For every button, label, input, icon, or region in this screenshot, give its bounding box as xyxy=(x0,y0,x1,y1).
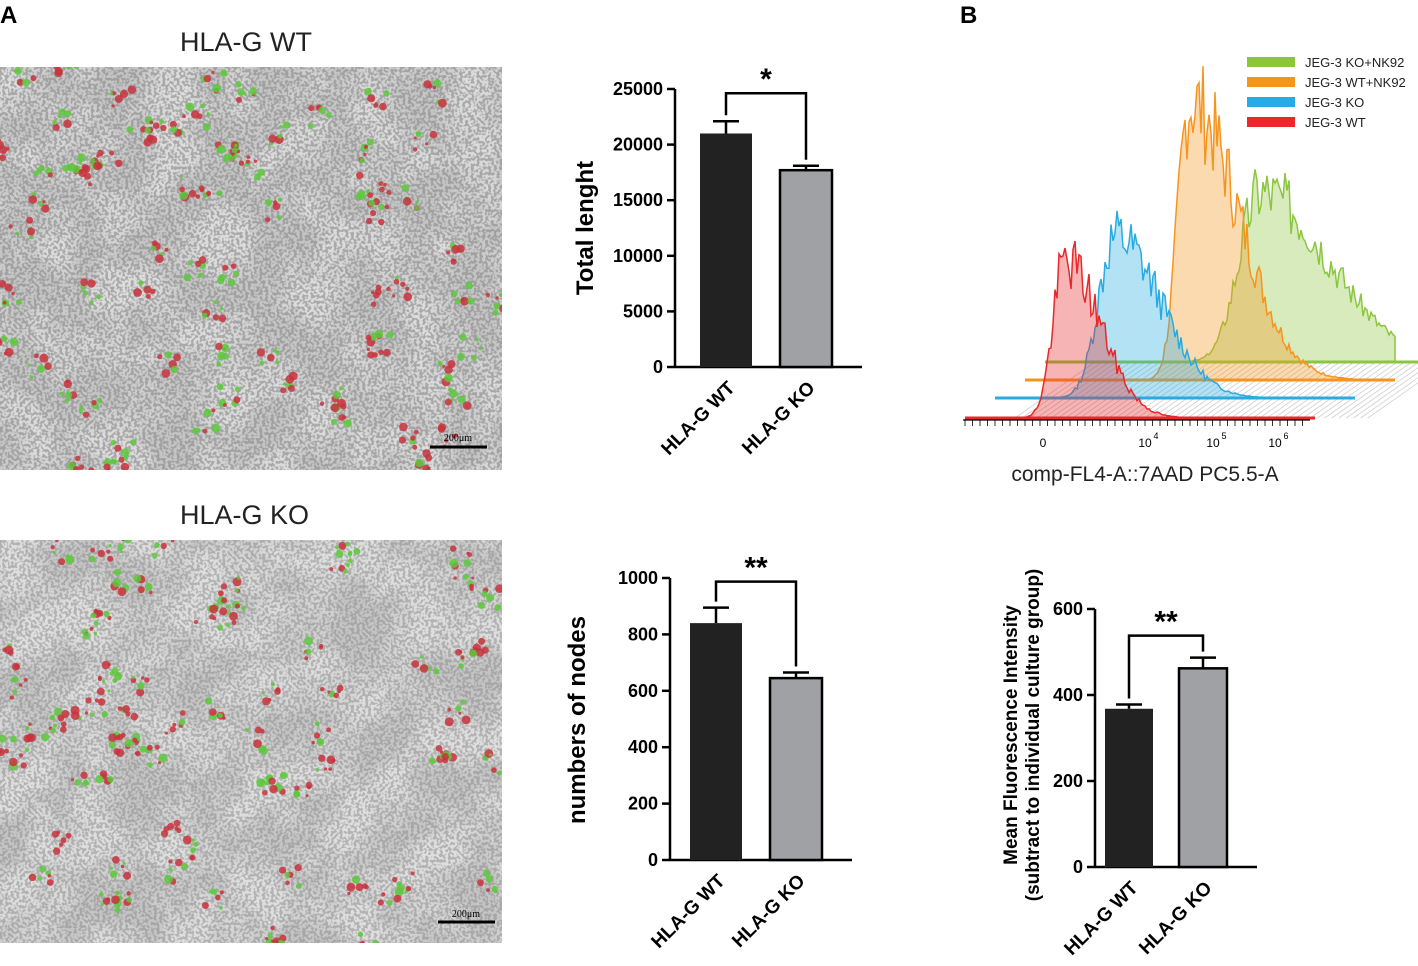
significance-bracket xyxy=(724,91,808,160)
x-tick-label: 0 xyxy=(1040,436,1047,450)
y-tick-label: 0 xyxy=(1073,857,1083,877)
bar-ko xyxy=(1177,667,1229,869)
y-tick-label: 600 xyxy=(1053,599,1083,619)
legend-swatch xyxy=(1247,97,1295,107)
y-tick-label: 400 xyxy=(1053,685,1083,705)
bar-chart-total-length: Total lenght 0 5000 10000 15000 20000 25000 HL… xyxy=(572,63,862,460)
bar-wt xyxy=(700,133,752,367)
y-tick-label: 0 xyxy=(648,850,658,870)
x-tick-exponent: 6 xyxy=(1283,431,1288,441)
significance-bracket xyxy=(714,580,798,667)
x-axis-label: comp-FL4-A::7AAD PC5.5-A xyxy=(1011,463,1278,486)
y-axis-label: numbers of nodes xyxy=(564,616,591,824)
y-tick-label: 25000 xyxy=(613,79,663,99)
x-tick-label: HLA-G WT xyxy=(658,377,740,459)
x-tick-exponent: 5 xyxy=(1221,431,1226,441)
y-tick-label: 200 xyxy=(628,794,658,814)
legend-label: JEG-3 KO+NK92 xyxy=(1305,55,1404,70)
y-tick-label: 400 xyxy=(628,737,658,757)
y-axis-label-line2: (subtract to individual culture group) xyxy=(1023,569,1044,902)
significance-label: * xyxy=(760,63,772,96)
y-tick-label: 600 xyxy=(628,681,658,701)
bar-wt xyxy=(1105,708,1153,867)
x-tick-label: 10 xyxy=(1268,436,1282,450)
x-tick-label: HLA-G KO xyxy=(1135,878,1216,959)
legend-label: JEG-3 WT xyxy=(1305,115,1366,130)
y-tick-label: 1000 xyxy=(618,568,658,588)
x-tick-label: HLA-G KO xyxy=(738,378,819,459)
y-tick-label: 800 xyxy=(628,624,658,644)
micrograph-ko-title: HLA-G KO xyxy=(180,500,310,530)
legend-label: JEG-3 WT+NK92 xyxy=(1305,75,1406,90)
scale-bar-label: 200μm xyxy=(444,433,472,444)
micrograph-ko: 200μm xyxy=(0,540,502,943)
x-tick-exponent: 4 xyxy=(1153,431,1158,441)
significance-bracket xyxy=(1127,634,1205,699)
legend-swatch xyxy=(1247,57,1295,67)
y-tick-label: 5000 xyxy=(623,301,663,321)
y-tick-label: 10000 xyxy=(613,246,663,266)
legend-swatch xyxy=(1247,77,1295,87)
y-tick-label: 200 xyxy=(1053,771,1083,791)
bar-ko xyxy=(768,676,824,862)
micrograph-wt-title: HLA-G WT xyxy=(180,27,312,57)
bar-ko xyxy=(778,168,834,369)
bar-wt xyxy=(690,623,742,860)
x-tick-label: 10 xyxy=(1138,436,1152,450)
y-axis-label-line1: Mean Fluorescence Intensity xyxy=(1001,605,1022,865)
y-axis-label: Total lenght xyxy=(572,161,599,295)
significance-label: ** xyxy=(744,552,768,585)
micrograph-wt: 200μm xyxy=(0,67,502,470)
legend-swatch xyxy=(1247,117,1295,127)
y-tick-label: 0 xyxy=(653,357,663,377)
x-tick-label: HLA-G KO xyxy=(728,871,809,952)
panel-b-label: B xyxy=(960,2,978,29)
y-tick-label: 20000 xyxy=(613,135,663,155)
significance-label: ** xyxy=(1154,606,1178,639)
scale-bar-label: 200μm xyxy=(452,909,480,920)
y-tick-label: 15000 xyxy=(613,190,663,210)
x-tick-label: HLA-G WT xyxy=(648,870,730,952)
legend-label: JEG-3 KO xyxy=(1305,95,1364,110)
panel-a-label: A xyxy=(0,2,18,29)
x-tick-label: HLA-G WT xyxy=(1061,877,1143,959)
x-tick-label: 10 xyxy=(1206,436,1220,450)
